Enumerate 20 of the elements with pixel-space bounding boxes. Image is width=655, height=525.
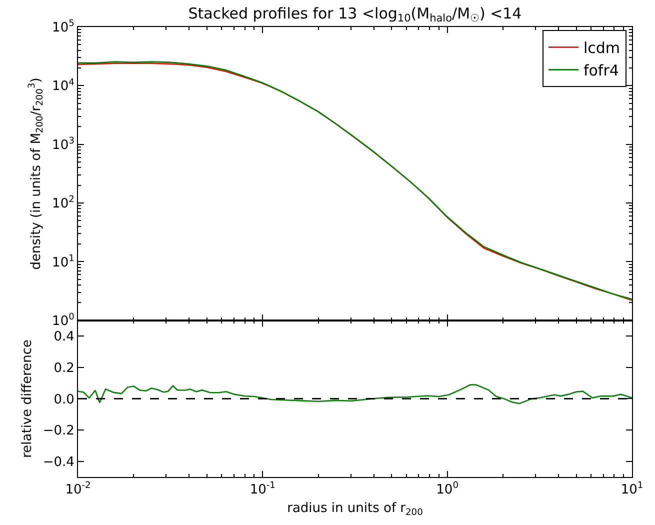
y-tick-label: 10$^{2}$ xyxy=(52,195,74,212)
y-tick-label: −0.2 xyxy=(42,424,74,439)
y-tick-label: 10$^{1}$ xyxy=(52,254,74,270)
y-tick-label: 10$^{0}$ xyxy=(52,312,75,329)
x-tick-label: 10$^{0}$ xyxy=(436,481,459,498)
y-tick-label: 10$^{3}$ xyxy=(52,136,75,153)
legend-label: fofr4 xyxy=(583,62,619,80)
y-tick-label: 0.4 xyxy=(54,330,74,345)
x-tick-label: 10$^{-1}$ xyxy=(250,481,276,498)
y-axis-title: relative difference xyxy=(20,339,35,458)
y-tick-label: 0.2 xyxy=(54,360,74,376)
y-tick-label: 10$^{4}$ xyxy=(52,78,75,94)
legend-label: lcdm xyxy=(583,39,620,58)
chart-title: Stacked profiles for 13 <log$_{10}$(M$_{halo}$/M$_{☉}$) <14 xyxy=(188,4,522,25)
y-tick-label: 10$^{5}$ xyxy=(52,19,74,36)
y-tick-label: −0.4 xyxy=(42,454,74,470)
x-tick-label: 10$^{-2}$ xyxy=(65,481,91,498)
x-axis-title: radius in units of r$_{200}$ xyxy=(287,501,424,518)
y-tick-label: 0.0 xyxy=(54,392,74,408)
x-tick-label: 10$^{1}$ xyxy=(620,481,644,498)
